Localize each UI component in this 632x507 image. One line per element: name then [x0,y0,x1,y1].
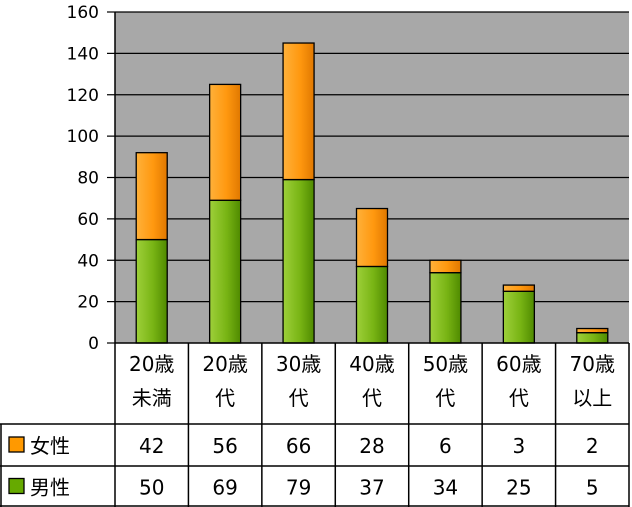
table-value: 3 [512,434,525,458]
bar-female-1 [208,83,242,201]
y-tick-label: 20 [77,293,99,313]
x-category-label: 未満 [132,386,172,410]
x-category-label: 以上 [572,386,612,410]
bars [135,42,609,344]
bar-female-0 [135,152,168,241]
table-value: 79 [286,476,311,500]
bar-male-5 [502,290,536,344]
y-tick-label: 80 [77,169,99,189]
x-category-label: 代 [509,386,529,410]
table-value: 56 [212,434,237,458]
bar-male-3 [355,265,389,344]
x-category-label: 代 [362,386,382,410]
bar-male-6 [576,332,609,344]
legend-key-0 [8,477,25,495]
x-category-label: 30歳 [276,352,321,376]
bar-male-1 [208,199,242,344]
y-tick-label: 100 [67,127,99,147]
bar-male-0 [135,238,168,344]
bar-female-6 [576,327,609,334]
legend-label: 女性 [30,434,70,458]
x-category-label: 代 [289,386,309,410]
y-tick-label: 0 [88,334,99,354]
bar-female-3 [355,207,389,268]
y-tick-label: 160 [67,3,99,23]
x-category-label: 40歳 [349,352,394,376]
table-value: 6 [439,434,452,458]
table-value: 34 [433,476,458,500]
y-axis: 0 20 40 60 80 100 120 140 160 [67,3,116,354]
bar-female-4 [429,259,462,274]
table-value: 42 [139,434,164,458]
table-value: 2 [586,434,599,458]
table-value: 5 [586,476,599,500]
table-value: 37 [359,476,384,500]
y-tick-label: 60 [77,210,99,230]
y-tick-label: 120 [67,86,99,106]
x-category-label: 60歳 [496,352,541,376]
bar-male-2 [282,178,315,344]
x-category-label: 代 [435,386,455,410]
table-value: 28 [359,434,384,458]
legend-label: 男性 [30,476,70,500]
table-value: 50 [139,476,164,500]
bar-male-4 [429,272,462,344]
x-category-label: 代 [215,386,235,410]
x-category-label: 70歳 [570,352,615,376]
table-value: 66 [286,434,311,458]
y-tick-label: 140 [67,44,99,64]
x-category-label: 50歳 [423,352,468,376]
table-value: 69 [212,476,237,500]
table-value: 25 [506,476,531,500]
bar-female-2 [282,42,315,181]
legend-key-1 [8,436,25,453]
bar-female-5 [502,284,536,292]
x-category-label: 20歳 [202,352,247,376]
y-tick-label: 40 [77,251,99,271]
x-category-label: 20歳 [129,352,174,376]
